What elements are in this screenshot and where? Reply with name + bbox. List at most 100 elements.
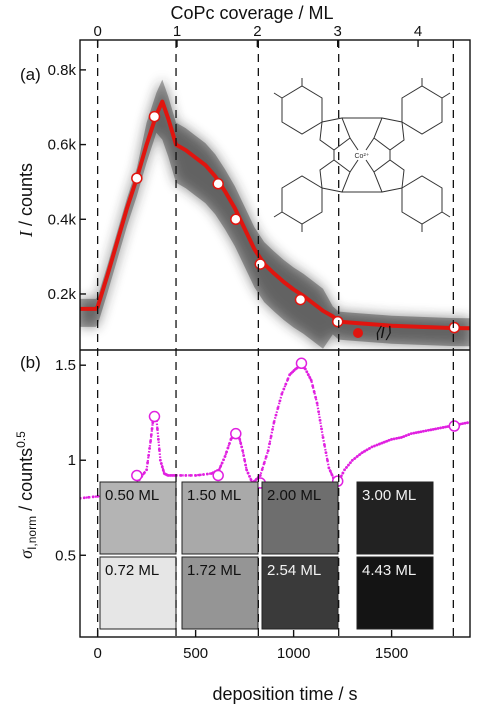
sigma-marker xyxy=(448,420,461,432)
sigma-point xyxy=(260,467,264,471)
sigma-point xyxy=(239,441,243,445)
sigma-point xyxy=(83,496,86,500)
copc-molecule-structure: Co²⁺ xyxy=(273,78,451,232)
sigma-point xyxy=(189,474,193,477)
sigma-point xyxy=(96,494,100,498)
sigma-point xyxy=(439,426,443,430)
sigma-point xyxy=(168,474,172,477)
sigma-point xyxy=(314,396,318,399)
sigma-point xyxy=(223,455,227,458)
y-tick-label-b: 0.5 xyxy=(55,547,76,564)
sigma-point xyxy=(226,446,230,450)
sigma-point xyxy=(370,445,374,449)
sigma-point xyxy=(461,422,465,426)
sigma-point xyxy=(306,373,310,377)
sigma-point xyxy=(328,469,332,473)
sigma-point xyxy=(434,427,438,431)
sigma-point xyxy=(269,435,273,438)
intensity-marker xyxy=(294,293,307,306)
x-tick-label: 0 xyxy=(93,645,101,662)
inset-label: 4.43 ML xyxy=(362,562,416,579)
sigma-point xyxy=(170,474,174,477)
top-tick-label: 4 xyxy=(414,23,422,40)
inset-label: 2.00 ML xyxy=(267,487,321,504)
sigma-point xyxy=(317,410,321,414)
top-tick-label: 0 xyxy=(93,23,101,40)
sigma-point xyxy=(238,437,242,441)
intensity-distribution-core xyxy=(80,79,470,349)
sigma-point xyxy=(324,451,328,455)
sigma-point xyxy=(145,468,149,472)
sigma-point xyxy=(244,463,248,467)
sigma-point xyxy=(157,448,161,452)
sigma-point xyxy=(424,429,428,433)
sigma-point xyxy=(392,437,396,441)
sigma-point xyxy=(268,442,272,446)
sigma-point xyxy=(402,435,406,438)
y-tick-label-a: 0.6k xyxy=(48,137,77,154)
sigma-point xyxy=(315,401,319,405)
sigma-point xyxy=(202,473,205,476)
sigma-point xyxy=(309,379,313,382)
sigma-point xyxy=(245,468,248,472)
sigma-point xyxy=(360,451,364,455)
top-axis-title: CoPc coverage / ML xyxy=(170,3,333,23)
sigma-point xyxy=(148,446,151,450)
sigma-marker xyxy=(131,469,143,482)
panel-b xyxy=(80,357,470,500)
sigma-marker xyxy=(295,357,308,370)
intensity-marker xyxy=(254,258,267,270)
intensity-marker xyxy=(230,213,242,226)
sigma-point xyxy=(249,478,253,482)
sigma-point xyxy=(303,367,307,371)
sigma-point xyxy=(422,429,425,433)
x-tick-label: 1000 xyxy=(277,645,310,662)
intensity-marker xyxy=(148,110,161,123)
sigma-point xyxy=(194,474,198,477)
sigma-point xyxy=(412,431,416,435)
y-tick-label-b: 1.5 xyxy=(55,357,76,374)
x-axis-title: deposition time / s xyxy=(212,684,357,704)
sigma-point xyxy=(248,474,251,478)
intensity-marker xyxy=(331,315,344,328)
inset-label: 1.50 ML xyxy=(187,487,241,504)
sigma-point xyxy=(266,449,270,453)
sigma-point xyxy=(147,454,150,457)
sigma-point xyxy=(395,436,398,440)
sigma-point xyxy=(242,454,246,457)
sigma-point xyxy=(159,462,163,465)
y-tick-label-a: 0.2k xyxy=(48,286,77,303)
inset-image xyxy=(356,556,434,630)
intensity-marker xyxy=(212,178,224,190)
sigma-point xyxy=(276,406,280,410)
sigma-point xyxy=(150,427,154,431)
sigma-point xyxy=(387,438,391,442)
sigma-point xyxy=(414,431,418,435)
sigma-point xyxy=(219,465,223,468)
sigma-point xyxy=(258,474,262,477)
sigma-point xyxy=(441,426,445,429)
sigma-point xyxy=(308,376,312,379)
sigma-marker xyxy=(212,469,224,482)
sigma-point xyxy=(436,427,440,430)
sigma-point xyxy=(312,390,316,394)
panel-label-a: (a) xyxy=(20,65,41,84)
sigma-point xyxy=(305,370,309,374)
sigma-point xyxy=(444,425,447,429)
sigma-point xyxy=(341,471,345,475)
sigma-point xyxy=(373,444,376,448)
sigma-point xyxy=(271,427,274,431)
sigma-point xyxy=(264,455,268,459)
inset-image xyxy=(181,481,259,555)
sigma-point xyxy=(274,413,278,417)
y-axis-title-a: I / counts xyxy=(16,163,36,238)
sigma-point xyxy=(429,428,433,432)
legend-marker xyxy=(353,328,363,338)
sigma-point xyxy=(228,442,231,446)
sigma-point xyxy=(407,433,411,436)
sigma-marker xyxy=(148,410,161,423)
inset-label: 3.00 ML xyxy=(362,487,416,504)
y-axis-title-b: σI,norm / counts0.5 xyxy=(14,431,39,559)
sigma-point xyxy=(149,433,153,437)
